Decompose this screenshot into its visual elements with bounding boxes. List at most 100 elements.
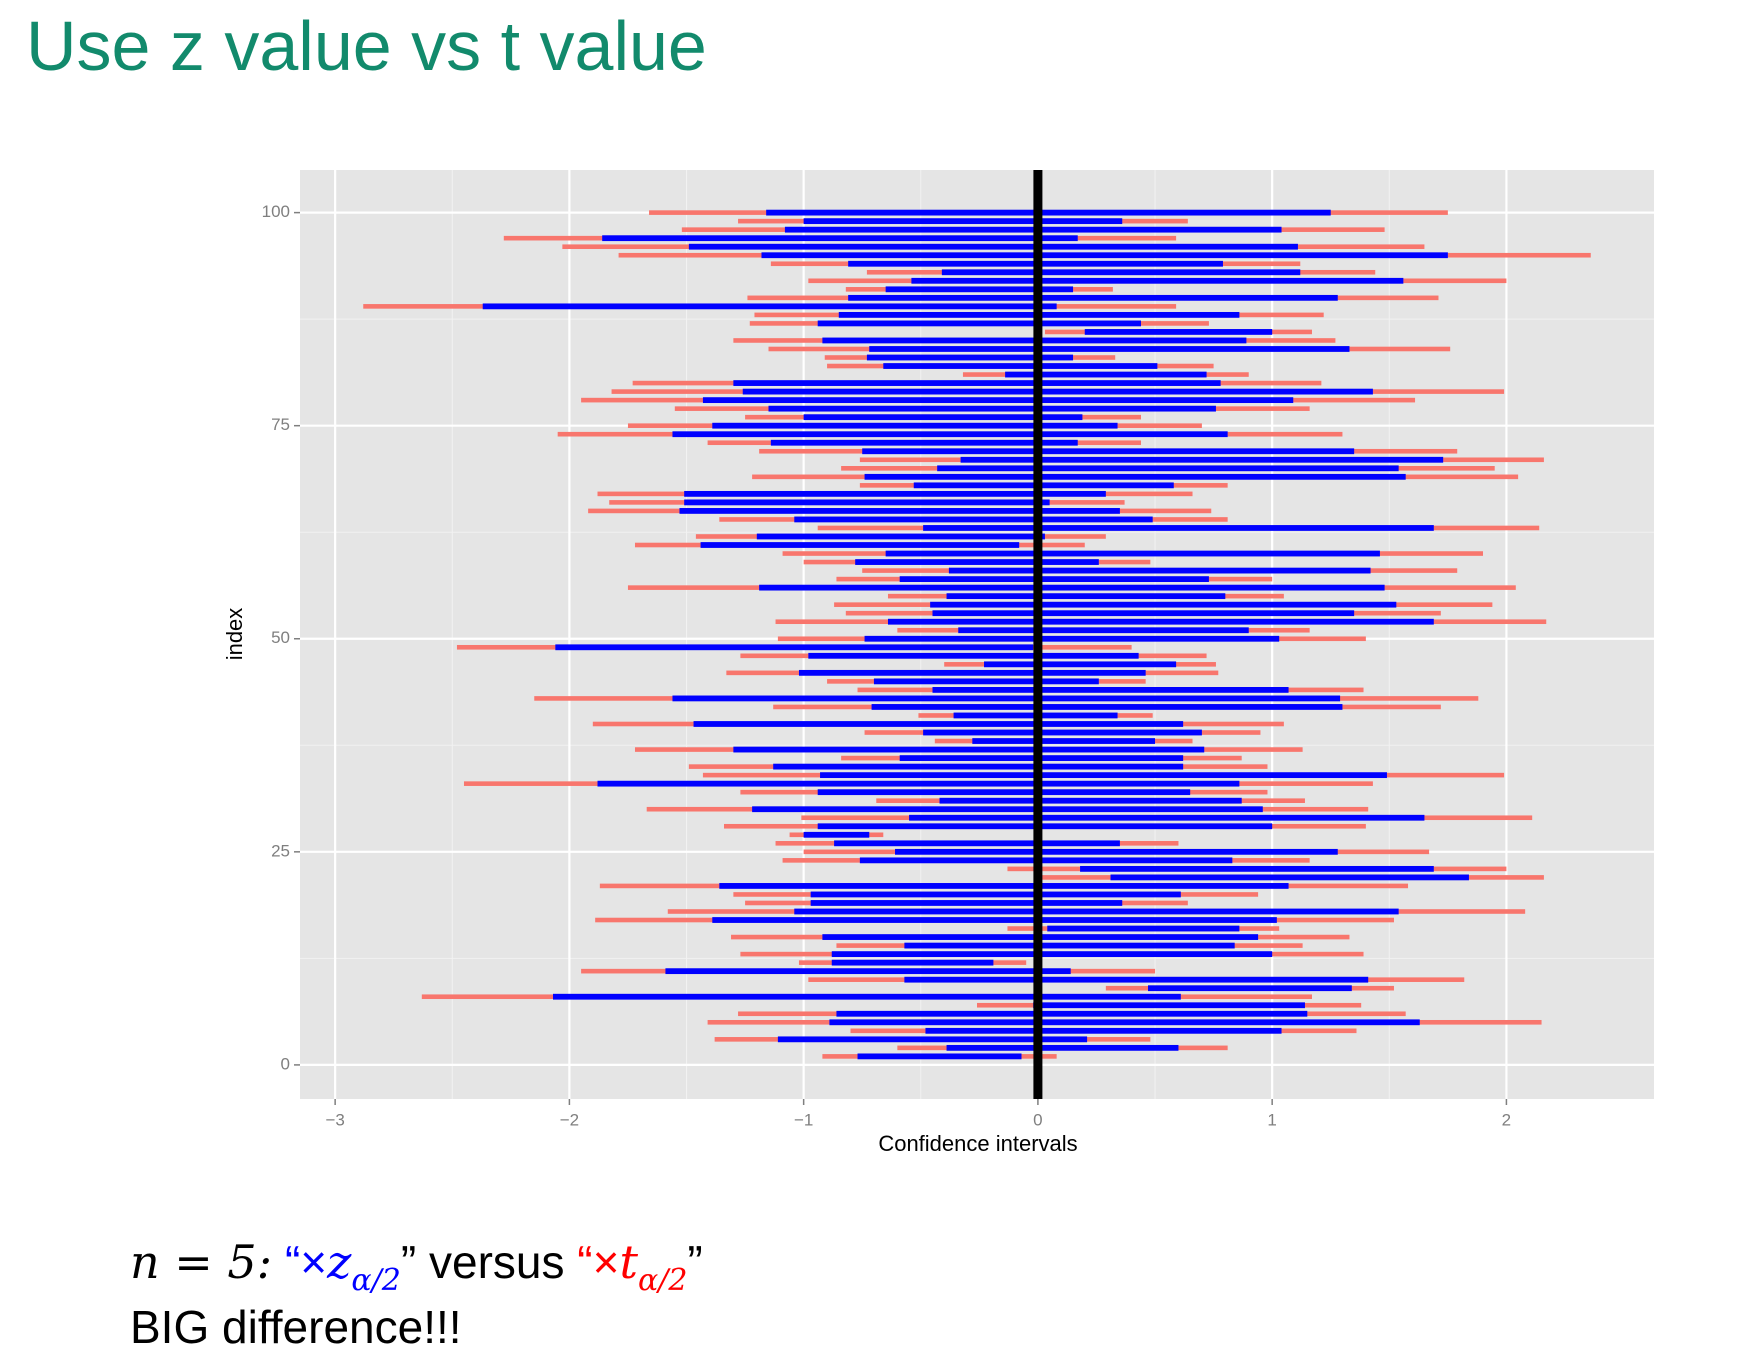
z-symbol: z — [327, 1235, 352, 1289]
interval-bar — [482, 303, 1057, 310]
interval-bar — [684, 490, 1106, 497]
interval-bar — [923, 525, 1434, 531]
interval-bar — [742, 388, 1373, 395]
interval-bar — [555, 644, 1034, 651]
x-tick-label: 2 — [1502, 1110, 1511, 1129]
interval-bar — [883, 363, 1158, 369]
interval-bar — [794, 908, 1399, 915]
quote: “ — [284, 1236, 301, 1288]
interval-bar — [700, 542, 1020, 548]
interval-bar — [1033, 1002, 1305, 1009]
interval-bar — [862, 448, 1355, 455]
quote: ” — [687, 1236, 703, 1288]
interval-bar — [904, 976, 1369, 983]
times: × — [592, 1236, 620, 1288]
interval-bar — [712, 422, 1118, 429]
interval-bar — [602, 235, 1078, 242]
t-quote: “×tα/2 — [577, 1235, 687, 1298]
interval-bar — [733, 746, 1205, 753]
interval-bar — [817, 789, 1191, 796]
interval-bar — [829, 1019, 1420, 1026]
interval-bar — [752, 806, 1263, 813]
interval-bar — [733, 380, 1221, 386]
interval-bar — [803, 414, 1083, 421]
interval-bar — [768, 405, 1216, 412]
interval-bar — [810, 900, 1123, 906]
interval-bar — [719, 883, 1289, 889]
interval-bar — [984, 661, 1177, 668]
interval-bar — [913, 482, 1174, 489]
x-axis-label: Confidence intervals — [878, 1131, 1077, 1156]
interval-bar — [911, 277, 1404, 284]
interval-bar — [817, 823, 1273, 830]
interval-bar — [597, 780, 1240, 787]
interval-bar — [761, 252, 1448, 259]
interval-bar — [672, 431, 1228, 438]
interval-bar — [859, 857, 1233, 864]
subscript: α/2 — [637, 1263, 688, 1298]
chart: Confidence intervals index −3 −2 −1 0 1 2 0 25 5… — [222, 170, 1654, 1156]
interval-bar — [1148, 985, 1352, 992]
z-quote: “×zα/2 — [284, 1235, 401, 1298]
interval-bar — [672, 695, 1341, 702]
x-tick-label: 0 — [1033, 1110, 1042, 1129]
interval-bar — [960, 456, 1444, 463]
y-tick-label: 0 — [281, 1054, 290, 1073]
interval-bar — [939, 797, 1242, 804]
interval-bar — [834, 840, 1120, 847]
interval-bar — [887, 618, 1434, 625]
interval-bar — [864, 473, 1406, 480]
interval-bar — [1080, 865, 1434, 872]
interval-bar — [941, 269, 1301, 276]
interval-bar — [885, 550, 1380, 557]
interval-bar — [937, 465, 1399, 472]
interval-bar — [693, 721, 1184, 727]
interval-bar — [831, 959, 994, 966]
interval-bar — [871, 704, 1343, 710]
interval-bar — [904, 942, 1235, 949]
y-tick-label: 25 — [271, 841, 290, 860]
interval-bar — [665, 968, 1071, 975]
interval-bar — [873, 678, 1099, 685]
versus: versus — [428, 1236, 565, 1288]
interval-bar — [798, 669, 1146, 676]
interval-bar — [958, 627, 1249, 634]
interval-bar — [932, 686, 1289, 693]
interval-bar — [1084, 329, 1273, 335]
y-tick-label: 75 — [271, 415, 290, 434]
interval-bar — [948, 567, 1371, 574]
interval-bar — [803, 218, 1123, 225]
interval-bar — [855, 559, 1099, 565]
times: × — [300, 1236, 328, 1288]
t-symbol: t — [619, 1235, 638, 1289]
interval-bar — [946, 593, 1226, 600]
interval-bar — [820, 772, 1387, 779]
caption-line-2: BIG difference!!! — [130, 1301, 462, 1353]
x-tick-label: −2 — [560, 1110, 579, 1129]
interval-bar — [895, 848, 1338, 855]
interval-bar — [923, 729, 1202, 736]
interval-bar — [864, 635, 1280, 642]
interval-bar — [1047, 925, 1240, 932]
interval-bar — [777, 1036, 1088, 1043]
interval-bar — [808, 652, 1139, 659]
interval-bar — [679, 508, 1120, 514]
interval-bar — [946, 1044, 1179, 1051]
interval-bar — [770, 439, 1078, 446]
interval-bar — [848, 294, 1338, 301]
x-tick-label: −3 — [325, 1110, 344, 1129]
interval-bar — [810, 891, 1181, 898]
quote: ” — [400, 1236, 417, 1288]
y-tick-label: 100 — [262, 202, 290, 221]
interval-bar — [702, 397, 1294, 404]
interval-bar — [817, 320, 1141, 327]
interval-bar — [803, 831, 870, 838]
quote: “ — [577, 1236, 593, 1288]
subscript: α/2 — [351, 1263, 401, 1298]
interval-bar — [688, 243, 1298, 250]
slide-title: Use z value vs t value — [26, 7, 707, 85]
y-tick-label: 50 — [271, 628, 290, 647]
interval-bar — [909, 814, 1425, 821]
interval-bar — [794, 516, 1153, 523]
